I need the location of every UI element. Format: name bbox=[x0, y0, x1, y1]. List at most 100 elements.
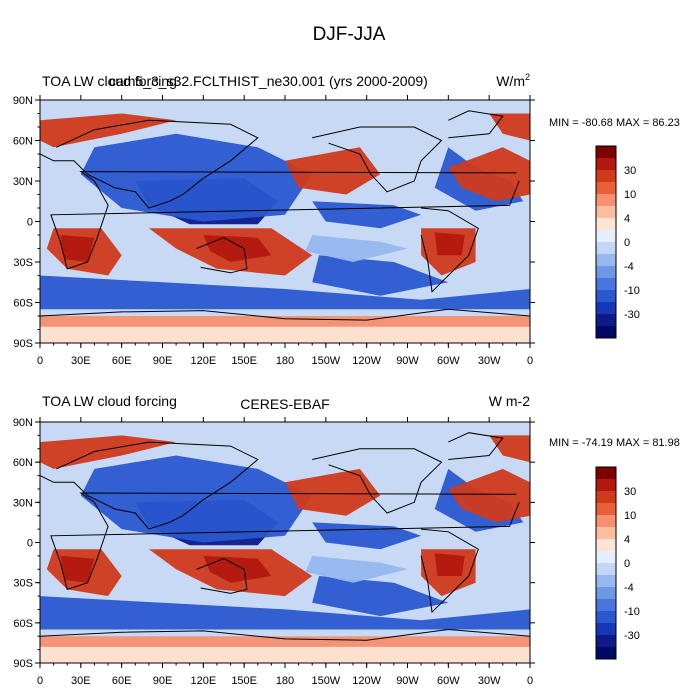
x-ticks-bottom: 0 30E 60E 90E 120E 150E 180 150W 120W 90W 60W 30W 0 bbox=[37, 417, 533, 687]
x-tick-label: 90W bbox=[396, 675, 419, 687]
bottom-minmax: MIN = -74.19 MAX = 81.98 bbox=[549, 437, 680, 449]
colorbar-label: -4 bbox=[624, 582, 634, 594]
colorbar-swatch bbox=[596, 647, 616, 660]
colorbar-swatch bbox=[596, 551, 616, 564]
coastline-6 bbox=[40, 308, 530, 321]
y-tick-label: 0 bbox=[27, 217, 33, 229]
colorbar-swatch bbox=[596, 503, 616, 516]
panel-bottom: TOA LW cloud forcing CERES-EBAF W m-2 MI… bbox=[13, 393, 680, 687]
colorbar-swatch bbox=[596, 539, 616, 552]
x-tick-label: 60W bbox=[437, 675, 460, 687]
colorbar-swatch bbox=[596, 278, 616, 291]
y-tick-label: 60S bbox=[13, 618, 33, 630]
y-tick-label: 60N bbox=[13, 457, 33, 469]
colorbar-label: -4 bbox=[624, 261, 634, 273]
x-tick-label: 30W bbox=[478, 675, 501, 687]
x-tick-label: 0 bbox=[37, 355, 43, 367]
x-tick-label: 60E bbox=[112, 355, 132, 367]
colorbar-label: 4 bbox=[624, 213, 630, 225]
colorbar-label: 10 bbox=[624, 189, 636, 201]
figure-title: DJF-JJA bbox=[313, 24, 386, 45]
colorbar-swatch bbox=[596, 254, 616, 267]
colorbar-swatch bbox=[596, 218, 616, 231]
x-tick-label: 0 bbox=[527, 675, 533, 687]
colorbar-label: 10 bbox=[624, 510, 636, 522]
colorbar-swatch bbox=[596, 158, 616, 171]
anomaly-region-13 bbox=[448, 468, 530, 523]
colorbar-label: -30 bbox=[624, 630, 640, 642]
bottom-title-left: TOA LW cloud forcing bbox=[42, 393, 177, 409]
y-tick-label: 0 bbox=[27, 538, 33, 550]
coastline-6 bbox=[40, 628, 530, 641]
anomaly-region-18 bbox=[305, 555, 408, 583]
x-tick-label: 120W bbox=[352, 355, 381, 367]
colorbar-label: -10 bbox=[624, 606, 640, 618]
coastline-3 bbox=[420, 207, 479, 293]
map-top bbox=[39, 99, 531, 344]
y-ticks-bottom: 90N 60N 30N 0 30S 60S 90S bbox=[13, 417, 535, 670]
colorbar-swatch bbox=[596, 266, 616, 279]
x-tick-label: 120W bbox=[352, 675, 381, 687]
colorbar-label: 30 bbox=[624, 486, 636, 498]
colorbar-swatch bbox=[596, 182, 616, 195]
colorbar-swatch bbox=[596, 599, 616, 612]
anomaly-region-4 bbox=[40, 596, 530, 630]
coastline-1 bbox=[40, 441, 259, 530]
colorbar-swatch bbox=[596, 302, 616, 315]
x-tick-label: 150E bbox=[231, 355, 257, 367]
colorbar-bottom: 30 10 4 0 -4 -10 -30 bbox=[595, 466, 640, 660]
colorbar-frame bbox=[595, 145, 617, 339]
anomaly-region-17 bbox=[40, 326, 530, 343]
y-tick-label: 90N bbox=[13, 95, 33, 107]
colorbar-label: 4 bbox=[624, 534, 630, 546]
colorbar-swatch bbox=[596, 290, 616, 303]
x-tick-label: 90E bbox=[153, 675, 173, 687]
x-tick-label: 120E bbox=[190, 355, 216, 367]
x-tick-label: 0 bbox=[527, 355, 533, 367]
x-tick-label: 150E bbox=[231, 675, 257, 687]
colorbar-swatch bbox=[596, 623, 616, 636]
y-tick-label: 30N bbox=[13, 176, 33, 188]
coastline-5 bbox=[448, 110, 504, 139]
top-minmax: MIN = -80.68 MAX = 86.23 bbox=[549, 117, 680, 129]
colorbar-swatch bbox=[596, 206, 616, 219]
colorbar-swatch bbox=[596, 242, 616, 255]
anomaly-region-9 bbox=[203, 555, 272, 583]
coastline-2 bbox=[196, 558, 248, 594]
colorbar-label: -30 bbox=[624, 309, 640, 321]
anomaly-region-18 bbox=[305, 235, 408, 262]
anomaly-region-3 bbox=[312, 576, 449, 617]
x-tick-label: 60E bbox=[112, 675, 132, 687]
x-tick-label: 180 bbox=[276, 675, 294, 687]
coastline-1 bbox=[40, 119, 259, 209]
anomaly-region-9 bbox=[203, 235, 272, 262]
y-tick-label: 90S bbox=[13, 338, 33, 350]
colorbar-swatch bbox=[596, 527, 616, 540]
top-title-left: TOA LW cloud forcing bbox=[42, 73, 177, 89]
x-tick-label: 60W bbox=[437, 355, 460, 367]
colorbar-swatch bbox=[596, 314, 616, 327]
anomaly-region-12 bbox=[285, 468, 381, 516]
colorbar-label: -10 bbox=[624, 285, 640, 297]
x-tick-label: 30E bbox=[71, 675, 91, 687]
top-title-right: W/m2 bbox=[496, 72, 530, 89]
anomaly-region-1 bbox=[80, 133, 313, 222]
anomaly-region-11 bbox=[434, 553, 465, 576]
top-units: W/m bbox=[496, 73, 525, 89]
anomaly-region-3 bbox=[312, 255, 449, 296]
bottom-title-center: CERES-EBAF bbox=[240, 396, 329, 412]
colorbar-swatch bbox=[596, 563, 616, 576]
anomaly-region-7 bbox=[60, 555, 95, 583]
colorbar-swatch bbox=[596, 467, 616, 480]
y-tick-label: 30N bbox=[13, 497, 33, 509]
x-tick-label: 120E bbox=[190, 675, 216, 687]
x-ticks-top: 0 30E 60E 90E 120E 150E 180 150W 120W 90W 60W 30W 0 bbox=[37, 95, 533, 367]
colorbar-swatch bbox=[596, 611, 616, 624]
coastline-2 bbox=[196, 237, 248, 274]
colorbar-swatch bbox=[596, 575, 616, 588]
colorbar-swatch bbox=[596, 587, 616, 600]
coastline-5 bbox=[448, 432, 504, 460]
colorbar-swatch bbox=[596, 146, 616, 159]
coastline-4 bbox=[312, 126, 443, 193]
